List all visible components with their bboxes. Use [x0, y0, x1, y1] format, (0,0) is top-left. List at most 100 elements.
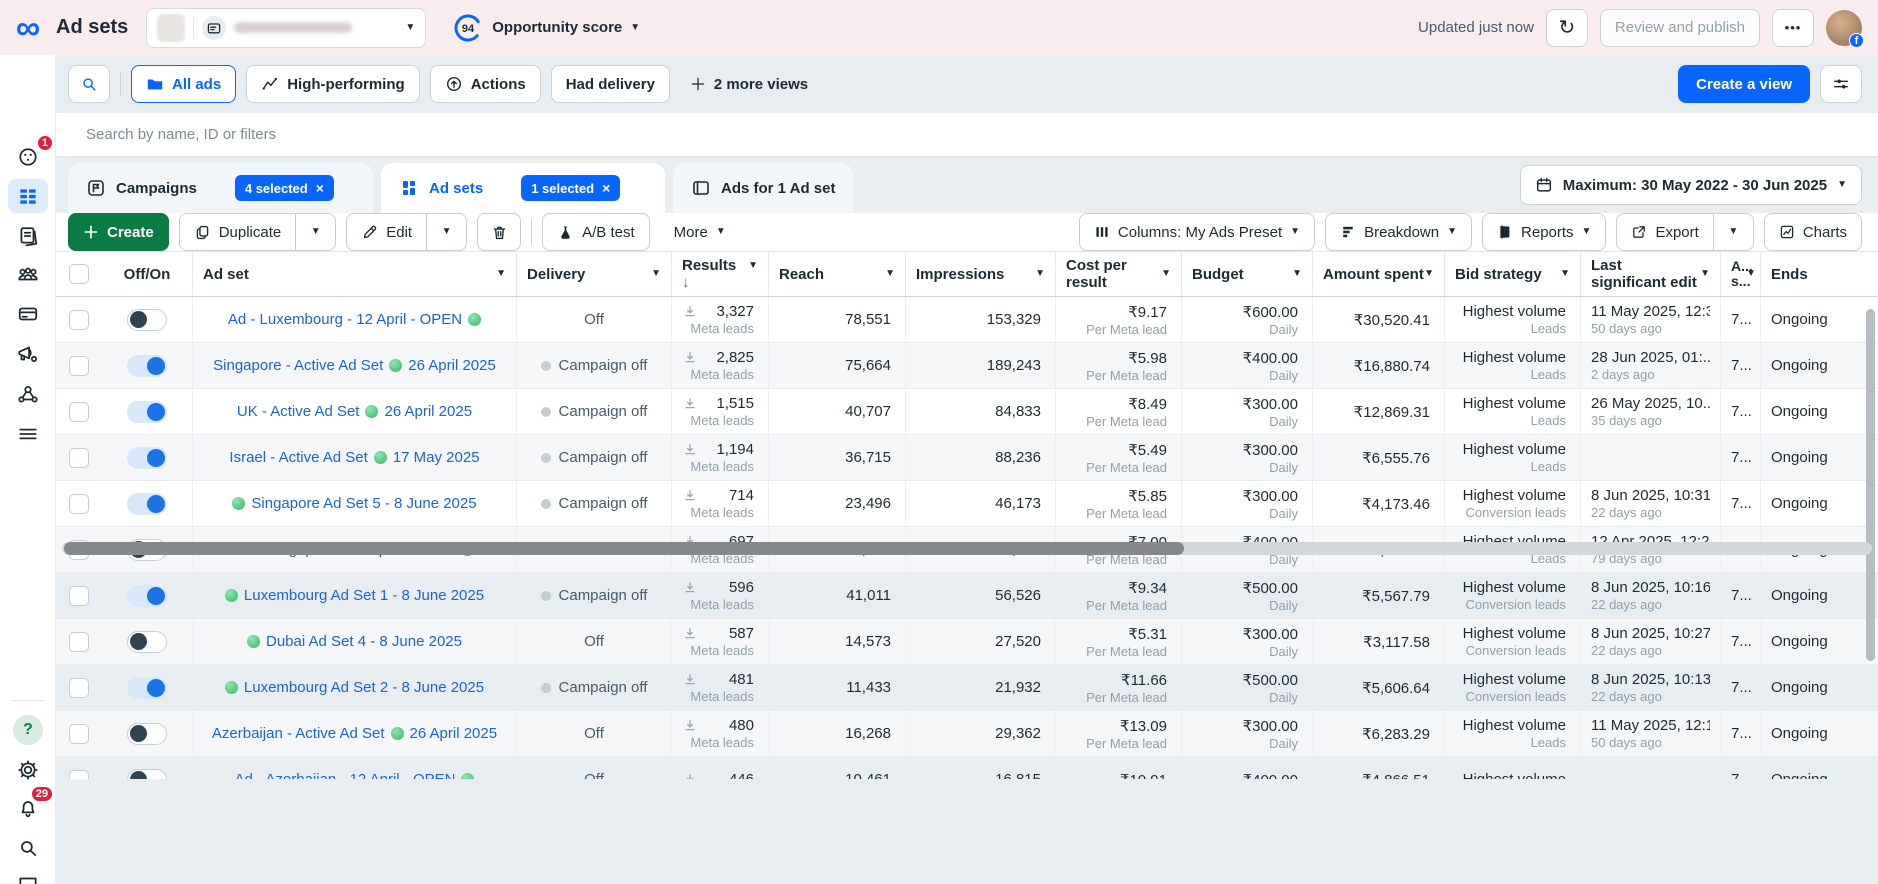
refresh-button[interactable]: ↻ — [1545, 8, 1588, 47]
download-report-icon[interactable] — [682, 626, 698, 642]
ad-set-name-link[interactable]: Ad - Azerbaijan - 12 April - OPEN — [235, 771, 475, 779]
tab-ad-sets[interactable]: Ad sets 1 selected × — [381, 163, 665, 213]
edit-dropdown-button[interactable]: ▼ — [427, 213, 468, 251]
header-attribution-setting[interactable]: A... s... ▼ — [1720, 252, 1760, 296]
view-tab-high-performing[interactable]: High-performing — [246, 65, 420, 103]
sidebar-item-search[interactable] — [8, 831, 48, 865]
clear-selection-icon[interactable]: × — [315, 180, 324, 196]
date-range-selector[interactable]: Maximum: 30 May 2022 - 30 Jun 2025 ▼ — [1519, 165, 1862, 205]
download-report-icon[interactable] — [682, 580, 698, 596]
row-toggle[interactable] — [127, 630, 167, 653]
sidebar-item-ads-reporting[interactable] — [8, 219, 48, 253]
download-report-icon[interactable] — [682, 772, 698, 780]
views-search-button[interactable] — [68, 65, 110, 103]
ad-set-name-link[interactable]: Ad - Luxembourg - 12 April - OPEN — [228, 311, 482, 328]
ad-set-name-link[interactable]: Azerbaijan - Active Ad Set 26 April 2025 — [211, 725, 498, 742]
row-checkbox[interactable] — [69, 723, 89, 744]
more-views-button[interactable]: 2 more views — [680, 76, 818, 93]
row-checkbox[interactable] — [69, 677, 89, 698]
more-button[interactable]: More ▼ — [659, 213, 740, 251]
ad-set-name-link[interactable]: Luxembourg Ad Set 1 - 8 June 2025 — [224, 587, 484, 604]
ad-set-name-link[interactable]: Luxembourg Ad Set 2 - 8 June 2025 — [224, 679, 484, 696]
header-ad-set[interactable]: Ad set ▼ — [192, 252, 516, 296]
header-off-on[interactable]: Off/On — [123, 265, 171, 283]
header-delivery[interactable]: Delivery ▼ — [516, 252, 671, 296]
filter-search-bar[interactable]: Search by name, ID or filters — [56, 113, 1878, 157]
more-options-button[interactable]: ••• — [1772, 8, 1814, 47]
export-dropdown-button[interactable]: ▼ — [1713, 213, 1754, 251]
sidebar-item-campaigns[interactable] — [8, 179, 48, 213]
tab-campaigns[interactable]: Campaigns 4 selected × — [68, 163, 373, 213]
user-avatar[interactable]: f — [1826, 9, 1864, 48]
create-a-view-button[interactable]: Create a view — [1678, 65, 1810, 103]
opportunity-score[interactable]: 94 Opportunity score ▼ — [452, 12, 640, 44]
header-reach[interactable]: Reach ▼ — [768, 252, 905, 296]
download-report-icon[interactable] — [682, 718, 698, 734]
header-cost-per-result[interactable]: Cost per result ▼ — [1055, 252, 1181, 296]
ad-account-selector[interactable]: ▼ — [146, 7, 427, 48]
row-toggle[interactable] — [127, 492, 167, 515]
tab-ads[interactable]: Ads for 1 Ad set — [673, 163, 854, 213]
sidebar-item-settings[interactable] — [8, 753, 48, 787]
header-ends[interactable]: Ends — [1760, 252, 1878, 296]
row-checkbox[interactable] — [69, 309, 89, 330]
ad-set-name-link[interactable]: UK - Active Ad Set 26 April 2025 — [236, 403, 473, 420]
row-checkbox[interactable] — [69, 447, 89, 468]
row-checkbox[interactable] — [69, 401, 89, 422]
horizontal-scrollbar-thumb[interactable] — [64, 542, 1184, 555]
ab-test-button[interactable]: A/B test — [542, 213, 650, 251]
sidebar-item-audiences[interactable] — [8, 257, 48, 291]
clear-selection-icon[interactable]: × — [602, 180, 611, 196]
row-checkbox[interactable] — [69, 769, 89, 779]
sidebar-item-help[interactable]: ? — [8, 713, 48, 747]
header-results[interactable]: Results ▼ ↓ — [671, 252, 768, 296]
charts-button[interactable]: Charts — [1763, 213, 1862, 251]
view-tab-had-delivery[interactable]: Had delivery — [550, 65, 670, 103]
breakdown-button[interactable]: Breakdown ▼ — [1325, 213, 1473, 251]
adsets-selected-badge[interactable]: 1 selected × — [521, 175, 621, 201]
export-button[interactable]: Export — [1616, 213, 1714, 251]
header-bid-strategy[interactable]: Bid strategy ▼ — [1444, 252, 1580, 296]
download-report-icon[interactable] — [682, 304, 698, 320]
sidebar-item-all-tools[interactable] — [8, 417, 48, 451]
delete-button[interactable] — [477, 213, 522, 251]
view-settings-button[interactable] — [1820, 65, 1862, 103]
columns-button[interactable]: Columns: My Ads Preset ▼ — [1078, 213, 1316, 251]
row-toggle[interactable] — [127, 676, 167, 699]
row-toggle[interactable] — [127, 722, 167, 745]
search-input[interactable]: Search by name, ID or filters — [86, 126, 277, 143]
row-toggle[interactable] — [127, 446, 167, 469]
ad-set-name-link[interactable]: Singapore - Active Ad Set 26 April 2025 — [213, 357, 496, 374]
row-toggle[interactable] — [127, 308, 167, 331]
ad-set-name-link[interactable]: Israel - Active Ad Set 17 May 2025 — [229, 449, 480, 466]
download-report-icon[interactable] — [682, 442, 698, 458]
download-report-icon[interactable] — [682, 350, 698, 366]
reports-button[interactable]: Reports ▼ — [1482, 213, 1607, 251]
view-tab-all-ads[interactable]: All ads — [131, 65, 237, 103]
download-report-icon[interactable] — [682, 396, 698, 412]
row-toggle[interactable] — [127, 584, 167, 607]
ad-set-name-link[interactable]: Dubai Ad Set 4 - 8 June 2025 — [247, 633, 462, 650]
vertical-scrollbar[interactable] — [1866, 309, 1875, 661]
row-checkbox[interactable] — [69, 493, 89, 514]
horizontal-scrollbar-track[interactable] — [62, 542, 1872, 555]
row-checkbox[interactable] — [69, 355, 89, 376]
header-last-significant-edit[interactable]: Last significant edit ▼ — [1580, 252, 1720, 296]
campaigns-selected-badge[interactable]: 4 selected × — [234, 175, 334, 201]
download-report-icon[interactable] — [682, 672, 698, 688]
create-button[interactable]: Create — [68, 213, 169, 251]
row-toggle[interactable] — [127, 354, 167, 377]
row-toggle[interactable] — [127, 768, 167, 779]
sidebar-item-billing[interactable] — [8, 297, 48, 331]
ad-set-name-link[interactable]: Singapore Ad Set 5 - 8 June 2025 — [232, 495, 477, 512]
view-tab-actions[interactable]: Actions — [429, 65, 541, 103]
edit-button[interactable]: Edit — [346, 213, 428, 251]
sidebar-item-notifications[interactable]: 29 — [8, 785, 54, 825]
header-impressions[interactable]: Impressions ▼ — [905, 252, 1055, 296]
review-and-publish-button[interactable]: Review and publish — [1599, 8, 1760, 47]
header-amount-spent[interactable]: Amount spent ▼ — [1312, 252, 1444, 296]
duplicate-dropdown-button[interactable]: ▼ — [296, 213, 337, 251]
sidebar-item-account-overview[interactable]: 1 — [8, 134, 54, 174]
meta-logo[interactable]: ∞ — [15, 8, 41, 47]
row-toggle[interactable] — [127, 400, 167, 423]
